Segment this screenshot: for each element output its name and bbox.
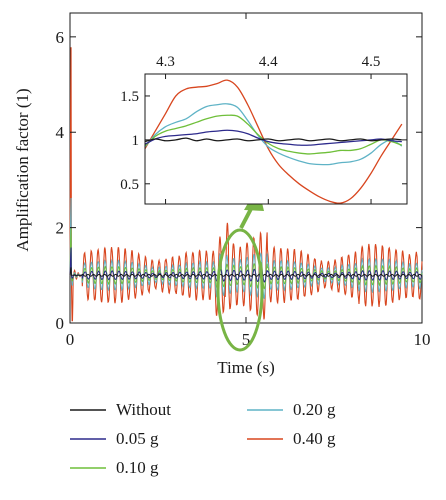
y-tick-label: 0 bbox=[56, 314, 65, 333]
inset-series-group bbox=[144, 79, 403, 204]
highlight-ellipse bbox=[216, 228, 264, 352]
main-series-line-Without bbox=[69, 267, 423, 277]
x-axis-label: Time (s) bbox=[217, 358, 274, 377]
inset-background bbox=[145, 74, 407, 204]
inset-series-line-0-40g bbox=[144, 79, 403, 204]
main-series-line-0-05g bbox=[69, 247, 423, 283]
legend-label: 0.20 g bbox=[293, 400, 336, 419]
y-tick-label: 2 bbox=[56, 219, 65, 238]
main-x-ticks: 0 5 10 bbox=[66, 13, 431, 349]
legend-label: 0.10 g bbox=[116, 458, 159, 477]
inset-series-line-0-05g bbox=[144, 129, 402, 146]
y-tick-label: 4 bbox=[56, 123, 65, 142]
inset-y-tick-label: 0.5 bbox=[120, 177, 139, 193]
main-y-ticks: 0 2 4 6 bbox=[56, 28, 422, 333]
inset-y-ticks: 0.5 1 1.5 bbox=[120, 89, 407, 193]
main-series-line-0-10g bbox=[69, 227, 423, 290]
inset-x-tick-label: 4.4 bbox=[259, 54, 278, 70]
y-tick-label: 6 bbox=[56, 28, 65, 47]
main-series-group bbox=[69, 47, 423, 322]
inset-series-line-0-20g bbox=[144, 103, 403, 166]
inset-series-line-Without bbox=[144, 137, 402, 143]
y-axis-label: Amplification factor (1) bbox=[13, 88, 32, 251]
inset-y-tick-label: 1 bbox=[132, 133, 140, 149]
legend-label: 0.05 g bbox=[116, 429, 159, 448]
x-tick-label: 10 bbox=[414, 330, 431, 349]
inset-series-line-0-10g bbox=[144, 114, 403, 155]
legend-label: 0.40 g bbox=[293, 429, 336, 448]
inset-frame bbox=[144, 73, 408, 205]
inset-x-tick-label: 4.5 bbox=[362, 54, 381, 70]
x-tick-label: 0 bbox=[66, 330, 75, 349]
inset-x-tick-label: 4.3 bbox=[156, 54, 175, 70]
x-tick-label: 5 bbox=[242, 330, 251, 349]
legend-label: Without bbox=[116, 400, 171, 419]
inset-y-tick-label: 1.5 bbox=[120, 89, 139, 105]
legend: Without 0.05 g 0.10 g 0.20 g 0.40 g bbox=[70, 400, 336, 477]
inset-x-ticks: 4.3 4.4 4.5 bbox=[156, 54, 380, 204]
